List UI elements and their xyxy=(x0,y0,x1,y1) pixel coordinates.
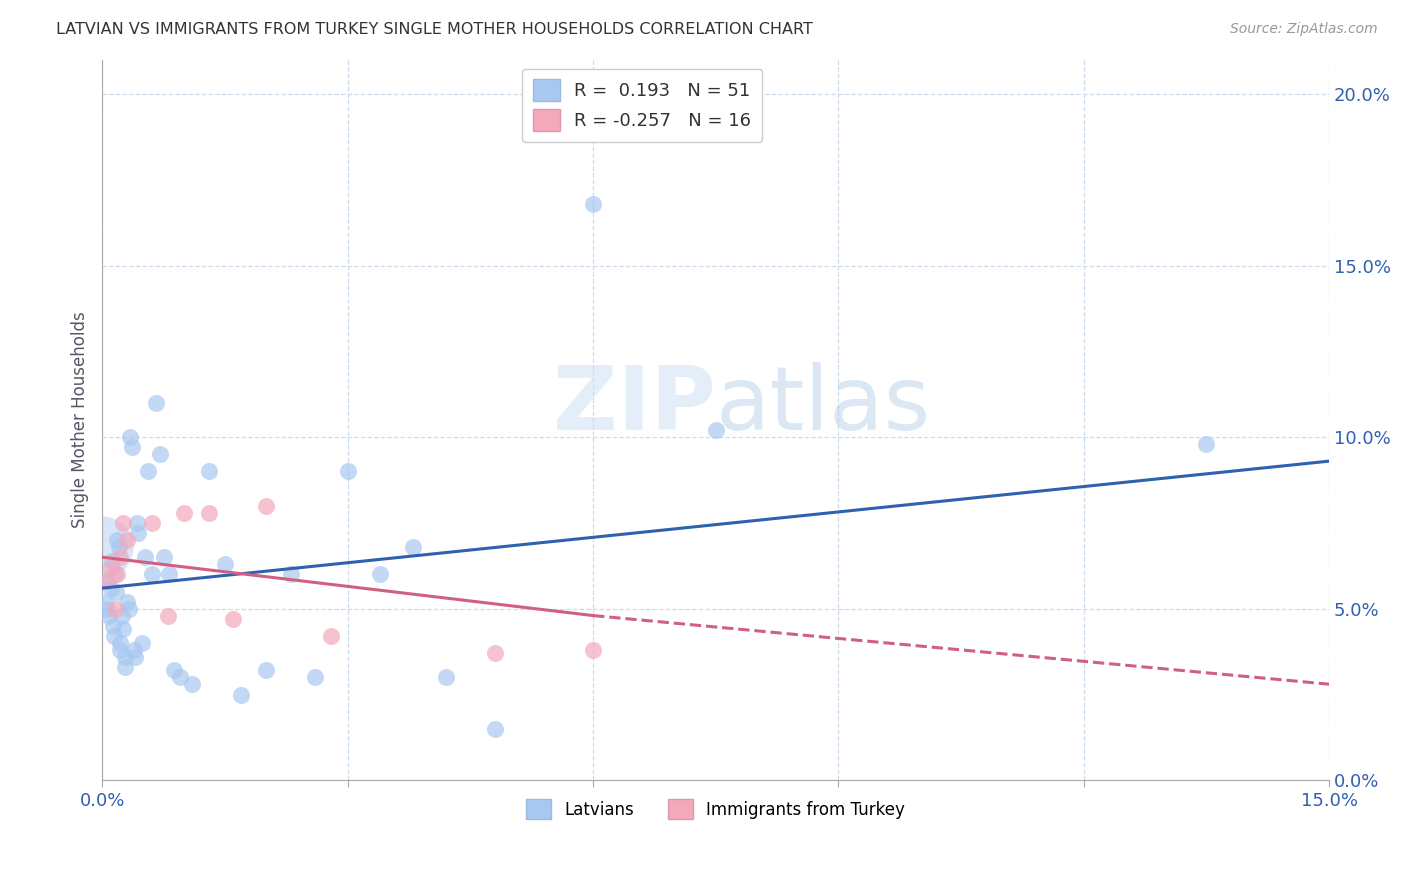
Point xyxy=(124,649,146,664)
Point xyxy=(152,550,174,565)
Point xyxy=(96,574,118,589)
Point xyxy=(122,643,145,657)
Point xyxy=(125,516,148,530)
Text: ZIP: ZIP xyxy=(553,362,716,449)
Point xyxy=(114,649,136,664)
Point xyxy=(280,567,302,582)
Point xyxy=(96,574,118,589)
Point xyxy=(254,664,277,678)
Point xyxy=(402,540,425,554)
Point xyxy=(98,608,121,623)
Point xyxy=(145,396,167,410)
Point xyxy=(115,533,138,547)
Point xyxy=(91,540,114,554)
Point xyxy=(156,608,179,623)
Point xyxy=(104,567,127,582)
Point xyxy=(582,196,605,211)
Point xyxy=(582,643,605,657)
Point xyxy=(434,670,457,684)
Point xyxy=(115,595,138,609)
Point xyxy=(336,465,359,479)
Point xyxy=(222,612,245,626)
Point xyxy=(103,629,125,643)
Y-axis label: Single Mother Households: Single Mother Households xyxy=(72,311,89,528)
Point xyxy=(94,595,117,609)
Text: atlas: atlas xyxy=(716,362,931,449)
Point xyxy=(104,601,127,615)
Point xyxy=(114,660,136,674)
Point xyxy=(121,441,143,455)
Point xyxy=(136,465,159,479)
Point xyxy=(214,557,236,571)
Point xyxy=(370,567,392,582)
Point xyxy=(111,622,134,636)
Text: LATVIAN VS IMMIGRANTS FROM TURKEY SINGLE MOTHER HOUSEHOLDS CORRELATION CHART: LATVIAN VS IMMIGRANTS FROM TURKEY SINGLE… xyxy=(56,22,813,37)
Point xyxy=(197,465,219,479)
Text: Source: ZipAtlas.com: Source: ZipAtlas.com xyxy=(1230,22,1378,37)
Point xyxy=(141,567,163,582)
Point xyxy=(484,722,506,736)
Point xyxy=(197,506,219,520)
Point xyxy=(100,560,122,574)
Point xyxy=(107,540,129,554)
Point xyxy=(105,533,128,547)
Point xyxy=(231,688,253,702)
Point xyxy=(105,567,128,582)
Point xyxy=(96,601,118,615)
Point xyxy=(169,670,191,684)
Point xyxy=(110,643,132,657)
Point xyxy=(149,447,172,461)
Point xyxy=(127,526,149,541)
Point xyxy=(321,629,343,643)
Point xyxy=(111,608,134,623)
Legend: Latvians, Immigrants from Turkey: Latvians, Immigrants from Turkey xyxy=(520,792,911,826)
Point xyxy=(304,670,326,684)
Point xyxy=(141,516,163,530)
Point xyxy=(101,619,124,633)
Point xyxy=(110,550,132,565)
Point xyxy=(173,506,195,520)
Point xyxy=(254,499,277,513)
Point xyxy=(159,567,181,582)
Point xyxy=(120,430,142,444)
Point xyxy=(101,554,124,568)
Point xyxy=(131,636,153,650)
Point xyxy=(163,664,186,678)
Point xyxy=(108,636,131,650)
Point xyxy=(104,584,127,599)
Point xyxy=(704,423,727,437)
Point xyxy=(134,550,156,565)
Point xyxy=(111,516,134,530)
Point xyxy=(117,601,139,615)
Point xyxy=(1195,437,1218,451)
Point xyxy=(484,646,506,660)
Point xyxy=(181,677,204,691)
Point xyxy=(100,581,122,595)
